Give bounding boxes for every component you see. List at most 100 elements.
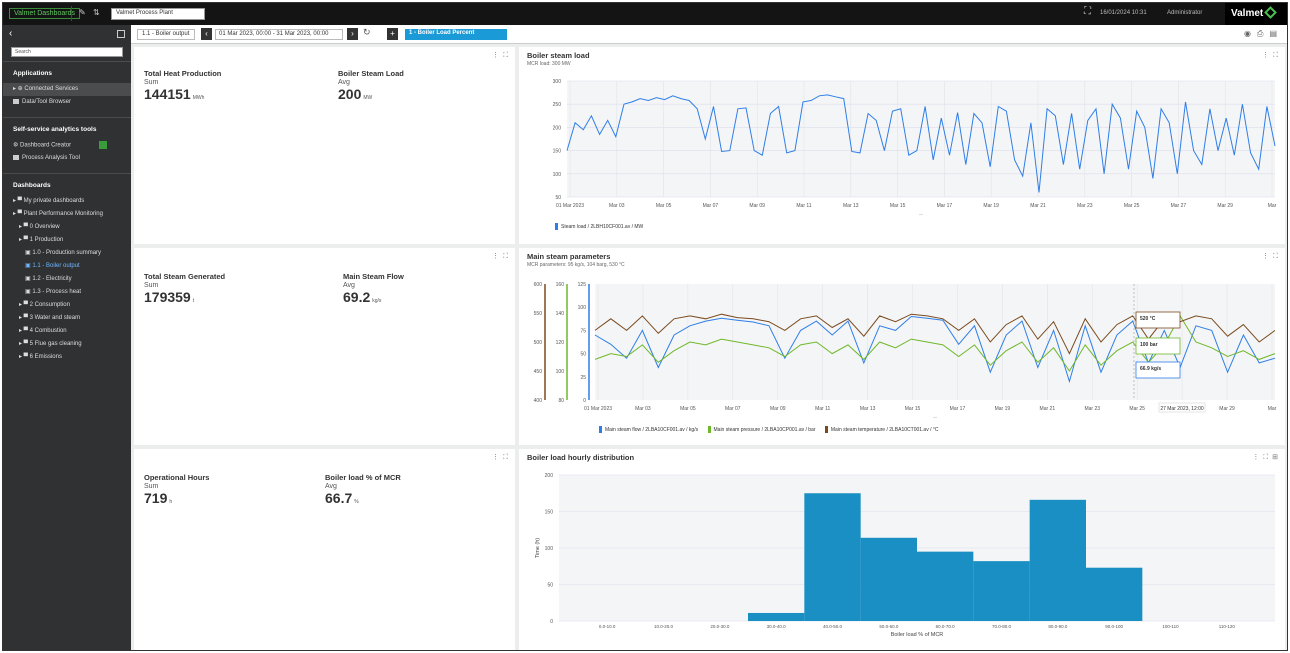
panel-menu-icon[interactable]: ⋮ ⛶ — [492, 454, 509, 461]
sidebar-item-dashboard-creator[interactable]: ⚙ Dashboard Creator — [3, 139, 131, 152]
y-tick-label: 50 — [555, 195, 561, 201]
histogram-bar — [917, 551, 974, 621]
kpi-value: 144151 MWh — [144, 86, 205, 102]
tooltip-date: 27 Mar 2023, 12:00 — [1160, 406, 1204, 412]
x-tick-label: 01 Mar 2023 — [584, 406, 612, 412]
chart-legend: Steam load / 2LBH10CF001.av / MW — [555, 223, 643, 230]
filter-chip[interactable]: 1 - Boiler Load Percent — [405, 29, 507, 40]
x-tick-label: 90.0-100 — [1105, 624, 1123, 629]
sidebar-dashboard-item[interactable]: ▣ 1.0 - Production summary — [3, 247, 131, 260]
time-range-input[interactable]: 01 Mar 2023, 00:00 - 31 Mar 2023, 00:00 — [215, 29, 343, 40]
sidebar-dashboard-item[interactable]: ▣ 1.1 - Boiler output — [3, 260, 131, 273]
sidebar-dashboard-item[interactable]: ▸ ▀ 2 Consumption — [3, 299, 131, 312]
print-icon[interactable]: ⎙ — [1257, 29, 1270, 38]
section-dashboards: Dashboards — [3, 173, 131, 195]
collapse-icon[interactable]: ‹ — [9, 28, 13, 39]
panel-menu-icon[interactable]: ⋮ ⛶ — [1262, 253, 1279, 260]
panel-menu-icon[interactable]: ⋮ ⛶ — [492, 253, 509, 260]
y-tick-label: 50 — [547, 583, 553, 589]
y-tick-label: 100 — [578, 305, 587, 311]
sidebar-item-label: Connected Services — [24, 86, 79, 92]
y-tick-label: 400 — [534, 398, 543, 404]
divider — [71, 6, 72, 21]
sidebar-dashboard-item[interactable]: ▸ ▀ 5 Flue gas cleaning — [3, 338, 131, 351]
lock-icon[interactable]: ▤ — [1269, 29, 1283, 38]
sidebar-item-label: My private dashboards — [23, 198, 85, 204]
sidebar-item-label: Data/Tool Browser — [22, 99, 72, 105]
tooltip-box — [1135, 337, 1181, 355]
breadcrumb[interactable]: 1.1 - Boiler output — [137, 29, 195, 40]
kpi-operational-hours: Operational Hours Sum 719 h — [144, 473, 209, 506]
sidebar-dashboard-item[interactable]: ▣ 1.3 - Process heat — [3, 286, 131, 299]
refresh-icon[interactable]: ↻ — [363, 27, 371, 37]
legend-label[interactable]: Main steam flow / 2LBA10CF001.av / kg/s — [605, 426, 699, 433]
legend-label[interactable]: Main steam temperature / 2LBA10CT001.av … — [830, 426, 939, 433]
x-tick-label: Mar 19 — [995, 406, 1011, 412]
sidebar-dashboard-item[interactable]: ▣ 1.2 - Electricity — [3, 273, 131, 286]
y-tick-label: 140 — [556, 311, 565, 317]
y-tick-label: 500 — [534, 340, 543, 346]
sidebar-dashboard-item[interactable]: ▸ ▀ 1 Production — [3, 234, 131, 247]
y-tick-label: 100 — [553, 172, 562, 178]
sidebar-dashboard-item[interactable]: ▸ ▀ 6 Emissions — [3, 351, 131, 364]
sidebar-dashboard-item[interactable]: ▸ ▀ 4 Combustion — [3, 325, 131, 338]
x-tick-label: Mar 03 — [635, 406, 651, 412]
x-tick-label: Mar 05 — [656, 203, 672, 209]
tooltip-value: 100 bar — [1140, 342, 1158, 348]
x-tick-label: Mar 11 — [796, 203, 811, 209]
legend-swatch — [555, 223, 558, 230]
next-period-button[interactable]: › — [347, 28, 358, 40]
series-line-steam-load — [566, 94, 1276, 193]
sidebar-item-label: 6 Emissions — [29, 354, 62, 360]
kpi-value: 66.7% — [325, 490, 359, 506]
chart-panel-steam-load: Boiler steam load MCR load: 300 MW ⋮ ⛶ 5… — [519, 47, 1285, 244]
sidebar-dashboard-item[interactable]: ▸ ▀ My private dashboards — [3, 195, 131, 208]
expand-icon: ▸ ▀ — [19, 354, 30, 360]
histogram-bar — [804, 493, 861, 621]
legend-label[interactable]: Main steam pressure / 2LBA10CP001.av / b… — [713, 426, 816, 433]
sidebar: ‹ Search Applications ▸ ⊕ Connected Serv… — [3, 25, 131, 650]
x-tick-label: 10.0-20.0 — [654, 624, 674, 629]
user-menu[interactable]: Administrator — [1167, 10, 1203, 16]
y-tick-label: 550 — [534, 311, 543, 317]
prev-period-button[interactable]: ‹ — [201, 28, 212, 40]
steam-load-chart: 50 100 150 200 250 300 01 Mar 2023 Mar 03 Mar 05… — [553, 79, 1277, 217]
sidebar-search-input[interactable]: Search — [11, 47, 123, 57]
kpi-panel-hours: ⋮ ⛶ Operational Hours Sum 719 h Boiler lo… — [134, 449, 515, 650]
panel-menu-icon[interactable]: ⋮ ⛶ — [1262, 52, 1279, 59]
app-name-button[interactable]: Valmet Dashboards — [9, 8, 80, 19]
kpi-agg: Avg — [343, 282, 355, 289]
y-tick-label: 150 — [545, 510, 554, 516]
y-tick-label: 50 — [580, 352, 586, 358]
sidebar-dashboard-item[interactable]: ▸ ▀ Plant Performance Monitoring — [3, 208, 131, 221]
sidebar-dashboard-item[interactable]: ▸ ▀ 3 Water and steam — [3, 312, 131, 325]
sidebar-item-process-analysis[interactable]: Process Analysis Tool — [3, 152, 131, 165]
histogram-bar — [1086, 567, 1143, 621]
share-icon[interactable]: ⇅ — [93, 8, 100, 17]
y-axis-title: Time (h) — [535, 538, 541, 558]
legend-label[interactable]: Steam load / 2LBH10CF001.av / MW — [561, 223, 644, 230]
document-icon[interactable] — [117, 30, 125, 38]
y-tick-label: 0 — [550, 619, 553, 625]
add-filter-button[interactable]: + — [387, 28, 398, 40]
histogram-bar — [1029, 499, 1086, 621]
panel-menu-icon[interactable]: ⋮ ⛶ — [492, 52, 509, 59]
sidebar-item-data-browser[interactable]: Data/Tool Browser — [3, 96, 131, 109]
kpi-agg: Sum — [144, 282, 159, 289]
sidebar-item-label: 2 Consumption — [29, 302, 70, 308]
site-select[interactable]: Valmet Process Plant — [111, 8, 205, 20]
sidebar-dashboard-item[interactable]: ▸ ▀ 0 Overview — [3, 221, 131, 234]
pin-icon[interactable]: ✎ — [79, 8, 86, 17]
resize-handle-icon: ‥ — [933, 414, 937, 420]
eye-icon[interactable]: ◉ — [1244, 29, 1258, 38]
expand-icon: ▸ ▀ — [19, 328, 30, 334]
chart-title: Main steam parameters — [527, 252, 611, 261]
panel-menu-icon[interactable]: ⋮ ⛶ ⊞ — [1252, 454, 1279, 461]
x-tick-label: Mar 11 — [815, 406, 830, 412]
fullscreen-icon[interactable]: ⛶ — [1084, 6, 1091, 17]
logo-text: Valmet — [1231, 8, 1264, 19]
x-tick-label: Mar — [1268, 203, 1277, 209]
sidebar-item-connected-services[interactable]: ▸ ⊕ Connected Services — [3, 83, 131, 96]
kpi-value: 200 MW — [338, 86, 373, 102]
tooltip-date-box — [1158, 402, 1206, 413]
